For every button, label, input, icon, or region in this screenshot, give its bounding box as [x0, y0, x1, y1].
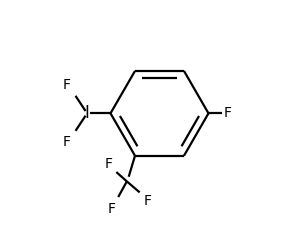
Text: I: I	[85, 104, 90, 122]
Text: F: F	[143, 194, 151, 208]
Text: F: F	[62, 78, 70, 92]
Text: F: F	[62, 135, 70, 149]
Text: F: F	[107, 202, 115, 216]
Text: F: F	[223, 106, 231, 120]
Text: F: F	[105, 157, 113, 171]
